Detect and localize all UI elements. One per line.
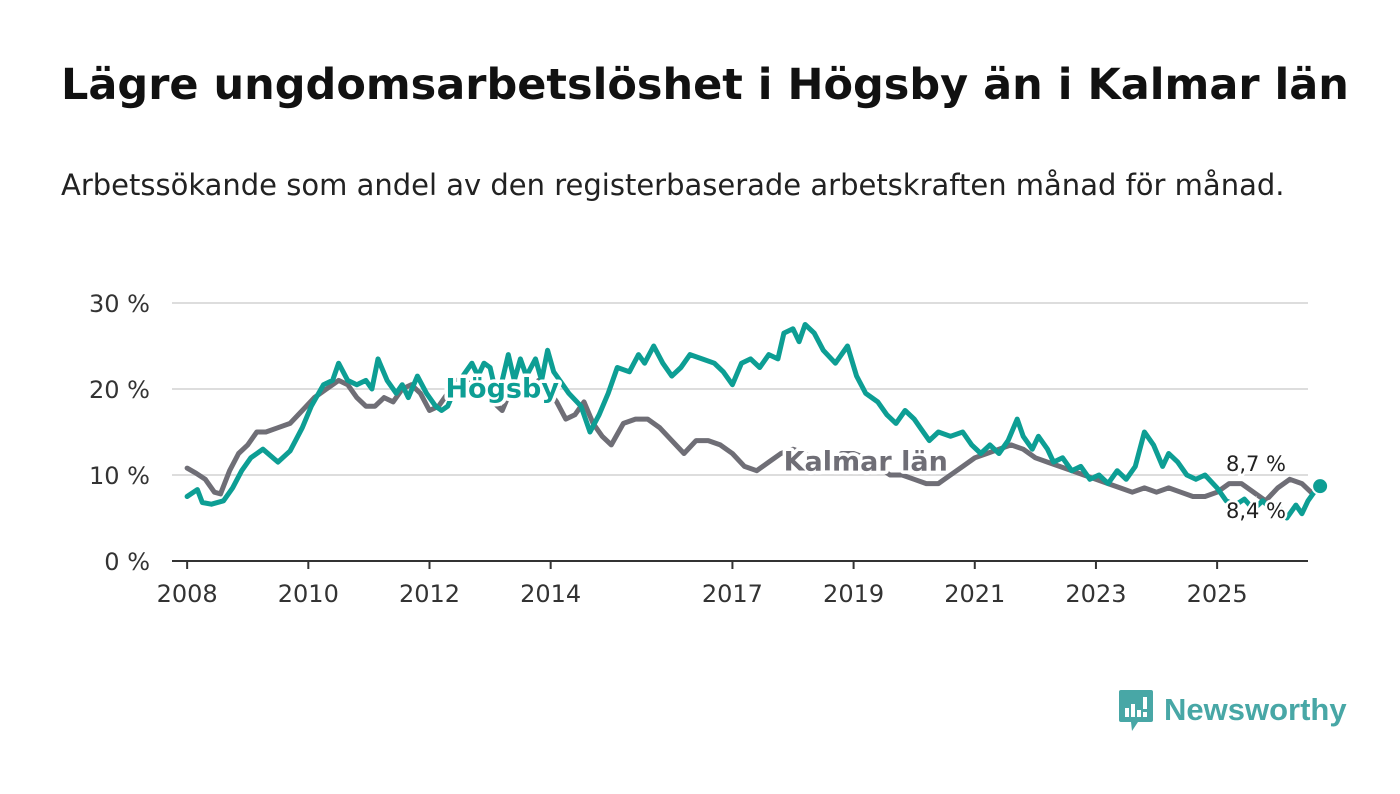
x-tick-label: 2010: [278, 580, 339, 608]
x-tick-label: 2017: [702, 580, 763, 608]
x-tick-label: 2014: [520, 580, 581, 608]
x-tick-label: 2019: [823, 580, 884, 608]
series-labels: Högsby Kalmar län: [442, 370, 951, 481]
series-lines: [184, 322, 1323, 521]
end-value-label-hogsby: 8,7 %: [1226, 452, 1286, 476]
x-tick-label: 2025: [1187, 580, 1248, 608]
y-tick-label: 20 %: [89, 376, 150, 404]
x-tick-label: 2008: [157, 580, 218, 608]
series-line-kalmar: [184, 377, 1323, 504]
x-tick-label: 2021: [944, 580, 1005, 608]
series-label-kalmar: Kalmar län: [784, 447, 948, 478]
series-label-hogsby: Högsby: [445, 374, 559, 405]
x-tick-label: 2023: [1065, 580, 1126, 608]
newsworthy-logo: Newsworthy: [1118, 688, 1347, 732]
chart-title: Lägre ungdomsarbetslöshet i Högsby än i …: [61, 60, 1349, 110]
end-value-label-kalmar: 8,4 %: [1226, 499, 1286, 523]
series-line-hogsby: [184, 322, 1323, 521]
y-tick-label: 10 %: [89, 462, 150, 490]
end-marker-hogsby: [1311, 477, 1330, 496]
y-tick-label: 0 %: [104, 548, 150, 576]
end-markers: 8,7 % 8,4 %: [1223, 450, 1330, 525]
bar-chart-speech-bubble-icon: [1119, 690, 1153, 731]
chart-subtitle: Arbetssökande som andel av den registerb…: [61, 168, 1285, 202]
y-axis-ticks: 0 % 10 % 20 % 30 %: [89, 290, 150, 576]
x-tick-label: 2012: [399, 580, 460, 608]
x-axis-ticks: 2008 2010 2012 2014 2017 2019 2021 2023 2025: [157, 561, 1248, 608]
y-tick-label: 30 %: [89, 290, 150, 318]
brand-name: Newsworthy: [1164, 692, 1347, 727]
